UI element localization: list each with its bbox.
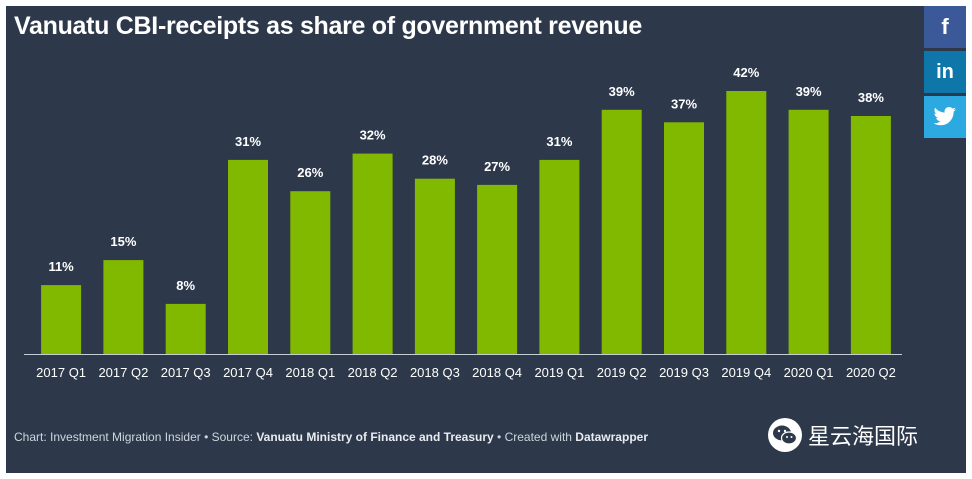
x-tick-label: 2018 Q1 <box>285 365 335 380</box>
chart-title: Vanuatu CBI-receipts as share of governm… <box>14 12 642 40</box>
x-tick-label: 2017 Q4 <box>223 365 273 380</box>
x-tick-label: 2019 Q2 <box>597 365 647 380</box>
bar-2017-q1 <box>41 285 82 354</box>
bar-2018-q1 <box>290 191 331 354</box>
bar-value-label: 8% <box>176 278 195 293</box>
footer-middle: • Created with <box>493 430 576 444</box>
bar-2019-q1 <box>539 159 580 354</box>
bar-2017-q4 <box>228 159 268 354</box>
bar-2017-q2 <box>103 260 144 354</box>
bar-2018-q2 <box>352 153 393 354</box>
x-tick-label: 2017 Q1 <box>36 365 86 380</box>
x-tick-label: 2018 Q2 <box>348 365 398 380</box>
facebook-share-button[interactable]: f <box>924 6 966 48</box>
x-tick-label: 2017 Q2 <box>98 365 148 380</box>
bar-value-label: 38% <box>858 90 884 105</box>
bar-value-label: 39% <box>796 84 822 99</box>
bar-2020-q1 <box>788 109 829 354</box>
x-tick-label: 2019 Q4 <box>721 365 771 380</box>
bar-2018-q4 <box>477 184 518 354</box>
facebook-icon: f <box>941 14 949 39</box>
bar-2020-q2 <box>850 116 891 354</box>
twitter-icon <box>933 107 956 126</box>
bar-2018-q3 <box>414 178 455 354</box>
footer-tool[interactable]: Datawrapper <box>575 430 648 444</box>
twitter-share-button[interactable] <box>924 96 966 138</box>
watermark: 星云海国际 <box>768 418 918 452</box>
bar-2019-q4 <box>726 91 767 354</box>
bar-value-label: 32% <box>360 128 386 143</box>
linkedin-icon: in <box>936 60 954 83</box>
x-tick-label: 2019 Q1 <box>534 365 584 380</box>
bar-value-label: 31% <box>235 134 261 149</box>
bar-value-label: 42% <box>733 65 759 80</box>
bar-2017-q3 <box>165 303 206 354</box>
watermark-text: 星云海国际 <box>808 425 919 450</box>
x-tick-label: 2017 Q3 <box>161 365 211 380</box>
bar-value-label: 31% <box>546 134 572 149</box>
footer-source: Vanuatu Ministry of Finance and Treasury <box>256 430 494 444</box>
chart-footer: Chart: Investment Migration Insider • So… <box>14 430 648 444</box>
x-tick-label: 2020 Q1 <box>784 365 834 380</box>
bar-value-label: 39% <box>609 84 635 99</box>
x-tick-label: 2020 Q2 <box>846 365 896 380</box>
bar-value-label: 26% <box>297 165 323 180</box>
bar-value-label: 11% <box>48 259 74 274</box>
x-tick-label: 2019 Q3 <box>659 365 709 380</box>
wechat-icon <box>768 418 802 452</box>
bar-value-label: 37% <box>671 96 697 111</box>
x-tick-label: 2018 Q3 <box>410 365 460 380</box>
footer-prefix: Chart: Investment Migration Insider • So… <box>14 430 257 444</box>
bar-value-label: 27% <box>484 159 510 174</box>
linkedin-share-button[interactable]: in <box>924 51 966 93</box>
bar-value-label: 28% <box>422 153 448 168</box>
bar-2019-q3 <box>664 122 704 354</box>
bar-2019-q2 <box>601 109 642 354</box>
x-tick-label: 2018 Q4 <box>472 365 522 380</box>
bar-value-label: 15% <box>110 234 136 249</box>
